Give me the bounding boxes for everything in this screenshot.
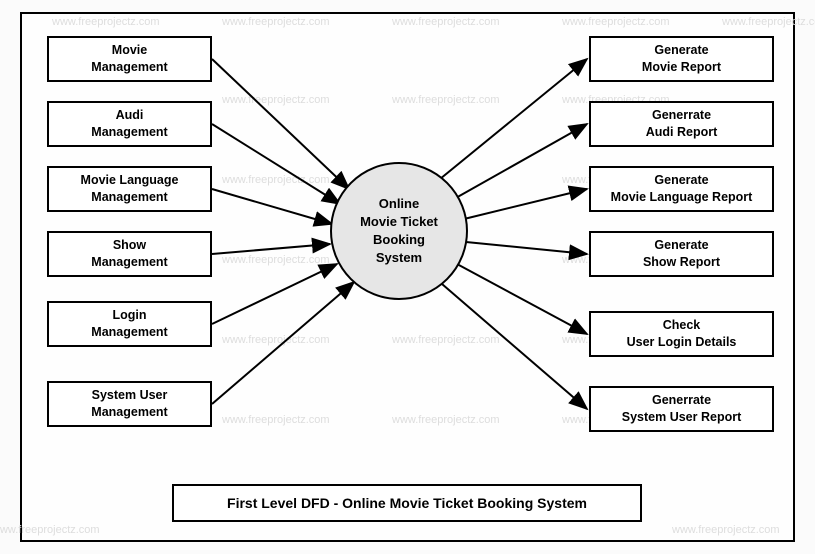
watermark: www.freeprojectz.com xyxy=(52,16,160,28)
watermark: www.freeprojectz.com xyxy=(222,94,330,106)
box-label: Movie Language Report xyxy=(611,190,753,204)
watermark: www.freeprojectz.com xyxy=(222,334,330,346)
box-label: System User xyxy=(92,388,168,402)
box-label: User Login Details xyxy=(627,335,737,349)
watermark: www.freeprojectz.com xyxy=(672,524,780,536)
left-box-system-user-management: System User Management xyxy=(47,381,212,427)
box-label: Show Report xyxy=(643,255,720,269)
left-box-movie-management: Movie Management xyxy=(47,36,212,82)
box-label: Management xyxy=(91,190,167,204)
circle-label: Booking xyxy=(373,232,425,247)
box-label: System User Report xyxy=(622,410,742,424)
watermark: www.freeprojectz.com xyxy=(222,414,330,426)
right-box-audi-report: Generrate Audi Report xyxy=(589,101,774,147)
box-label: Check xyxy=(663,318,701,332)
watermark: www.freeprojectz.com xyxy=(392,94,500,106)
right-box-movie-language-report: Generate Movie Language Report xyxy=(589,166,774,212)
diagram-container: www.freeprojectz.com www.freeprojectz.co… xyxy=(20,12,795,542)
box-label: Generate xyxy=(654,238,708,252)
watermark: www.freeprojectz.com xyxy=(562,16,670,28)
box-label: Generate xyxy=(654,43,708,57)
right-box-movie-report: Generate Movie Report xyxy=(589,36,774,82)
left-box-audi-management: Audi Management xyxy=(47,101,212,147)
diagram-title: First Level DFD - Online Movie Ticket Bo… xyxy=(227,495,587,511)
circle-label: Movie Ticket xyxy=(360,214,438,229)
watermark: www.freeprojectz.com xyxy=(392,16,500,28)
right-box-system-user-report: Generrate System User Report xyxy=(589,386,774,432)
watermark: www.freeprojectz.com xyxy=(222,254,330,266)
box-label: Management xyxy=(91,405,167,419)
box-label: Movie Report xyxy=(642,60,721,74)
box-label: Audi Report xyxy=(646,125,718,139)
right-box-user-login-details: Check User Login Details xyxy=(589,311,774,357)
box-label: Audi xyxy=(116,108,144,122)
left-box-show-management: Show Management xyxy=(47,231,212,277)
watermark: www.freeprojectz.com xyxy=(392,414,500,426)
box-label: Management xyxy=(91,255,167,269)
box-label: Management xyxy=(91,60,167,74)
box-label: Movie Language xyxy=(81,173,179,187)
box-label: Login xyxy=(112,308,146,322)
left-box-login-management: Login Management xyxy=(47,301,212,347)
watermark: www.freeprojectz.com xyxy=(222,174,330,186)
box-label: Generate xyxy=(654,173,708,187)
watermark: www.freeprojectz.com xyxy=(392,334,500,346)
left-box-movie-language-management: Movie Language Management xyxy=(47,166,212,212)
box-label: Generrate xyxy=(652,393,711,407)
circle-label: Online xyxy=(379,196,419,211)
center-process-circle: Online Movie Ticket Booking System xyxy=(330,162,468,300)
box-label: Management xyxy=(91,125,167,139)
watermark: www.freeprojectz.com xyxy=(0,524,100,536)
box-label: Generrate xyxy=(652,108,711,122)
circle-label: System xyxy=(376,250,422,265)
box-label: Movie xyxy=(112,43,147,57)
right-box-show-report: Generate Show Report xyxy=(589,231,774,277)
diagram-title-box: First Level DFD - Online Movie Ticket Bo… xyxy=(172,484,642,522)
box-label: Show xyxy=(113,238,146,252)
watermark: www.freeprojectz.com xyxy=(222,16,330,28)
watermark: www.freeprojectz.com xyxy=(722,16,815,28)
box-label: Management xyxy=(91,325,167,339)
